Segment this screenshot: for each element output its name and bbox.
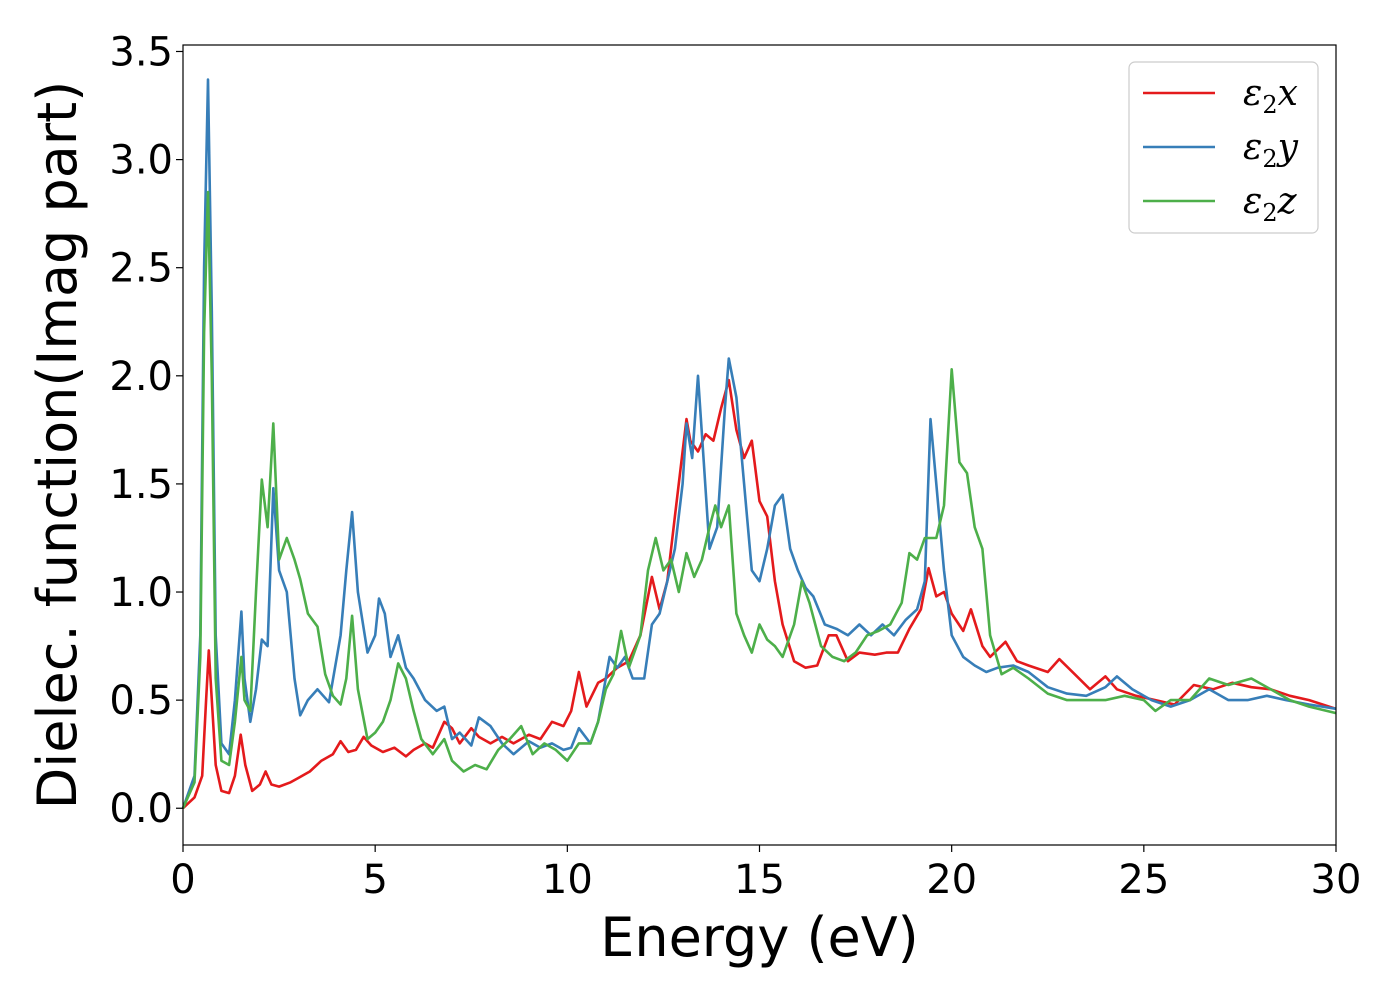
y-tick-label: 2.0 bbox=[109, 354, 173, 400]
x-tick-label: 15 bbox=[734, 857, 785, 903]
series-line-1 bbox=[181, 78, 1337, 809]
series-line-2 bbox=[181, 190, 1337, 809]
series-line-0 bbox=[182, 378, 1337, 810]
legend-box bbox=[1128, 61, 1319, 234]
y-axis: 0.0 0.5 1.0 1.5 2.0 2.5 3.0 3.5 bbox=[109, 29, 183, 832]
y-tick-label: 3.5 bbox=[109, 29, 173, 75]
x-axis: 0 5 10 15 20 25 30 bbox=[170, 845, 1361, 903]
legend-label: ε2y bbox=[1243, 127, 1299, 173]
x-tick-label: 0 bbox=[170, 857, 195, 903]
y-axis-title: Dielec. function(Imag part) bbox=[26, 81, 89, 810]
x-tick-label: 10 bbox=[542, 857, 593, 903]
x-axis-title: Energy (eV) bbox=[600, 906, 919, 969]
legend-label: ε2z bbox=[1243, 181, 1298, 227]
y-tick-label: 1.5 bbox=[109, 462, 173, 508]
y-tick-label: 3.0 bbox=[109, 138, 173, 184]
legend-label: ε2x bbox=[1243, 73, 1298, 119]
y-tick-label: 2.5 bbox=[109, 246, 173, 292]
y-tick-label: 1.0 bbox=[109, 570, 173, 616]
x-tick-label: 25 bbox=[1118, 857, 1169, 903]
legend: ε2x ε2y ε2z bbox=[1128, 61, 1319, 234]
x-tick-label: 20 bbox=[926, 857, 977, 903]
x-tick-label: 5 bbox=[362, 857, 387, 903]
y-tick-label: 0.5 bbox=[109, 678, 173, 724]
x-tick-label: 30 bbox=[1311, 857, 1362, 903]
y-tick-label: 0.0 bbox=[109, 786, 173, 832]
plot-lines bbox=[181, 78, 1337, 810]
